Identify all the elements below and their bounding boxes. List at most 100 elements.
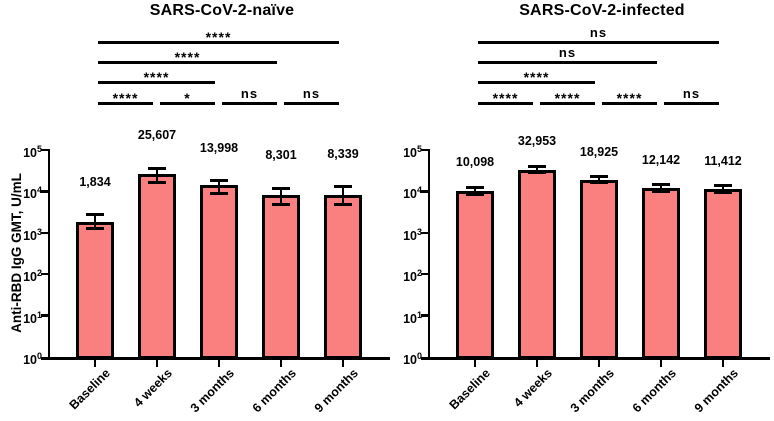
error-bar-whisker [217, 180, 221, 194]
x-axis-tick [659, 359, 663, 367]
y-tick-label: 104 [403, 185, 422, 202]
significance-line [664, 102, 719, 105]
error-bar-cap-bottom [272, 203, 290, 207]
error-bar-cap-bottom [210, 191, 228, 195]
bar-value-label: 12,142 [641, 152, 681, 167]
y-tick-label: 102 [403, 268, 422, 285]
error-bar-whisker [341, 186, 345, 205]
y-tick-label: 102 [23, 268, 42, 285]
error-bar-cap-bottom [590, 181, 608, 185]
significance-line [478, 41, 719, 44]
bar-baseline [76, 221, 114, 360]
bar-baseline [456, 191, 494, 360]
x-axis-tick [93, 359, 97, 367]
panel-infected: SARS-CoV-2-infected 100 101 102 103 104 105 10… [380, 0, 774, 421]
error-bar-whisker [597, 176, 601, 183]
significance-label: **** [143, 69, 170, 85]
error-bar-whisker [155, 168, 159, 183]
significance-line [540, 102, 595, 105]
significance-label: **** [112, 90, 139, 106]
panel-title-naive: SARS-CoV-2-naïve [149, 2, 295, 19]
y-axis-tick [40, 148, 48, 152]
x-tick-label: Baseline [446, 366, 493, 413]
significance-label: ns [240, 86, 259, 101]
x-axis-tick [341, 359, 345, 367]
error-bar-cap-top [714, 184, 732, 188]
significance-line [98, 102, 153, 105]
significance-label: **** [174, 49, 201, 65]
error-bar-cap-top [652, 183, 670, 187]
error-bar-whisker [93, 214, 97, 229]
y-axis-tick [420, 148, 428, 152]
bar-value-label: 32,953 [517, 134, 557, 149]
significance-line [478, 102, 533, 105]
y-tick-label: 103 [403, 226, 422, 243]
error-bar-cap-top [86, 213, 104, 217]
x-tick-label: Baseline [66, 366, 113, 413]
error-bar-cap-top [590, 175, 608, 179]
error-bar-whisker [473, 187, 477, 195]
bar-9-months [704, 189, 742, 360]
y-axis-tick [40, 190, 48, 193]
bar-value-label: 18,925 [579, 144, 619, 159]
bar-value-label: 1,834 [79, 174, 111, 189]
bar-value-label: 11,412 [704, 153, 742, 168]
significance-label: **** [523, 69, 550, 85]
y-axis-tick [40, 231, 48, 235]
bar-3-months [580, 179, 618, 360]
y-axis-tick [40, 314, 48, 317]
panel-naive: SARS-CoV-2-naïve 100 101 102 103 104 105 1,834… [23, 2, 390, 415]
plot-area-infected: 100 101 102 103 104 105 10,098 Baseline 32,953 4 … [380, 0, 774, 421]
y-tick-label: 101 [23, 309, 42, 326]
x-axis-tick [279, 359, 283, 367]
significance-label: * [184, 90, 191, 106]
error-bar-cap-bottom [148, 181, 166, 185]
significance-line [284, 102, 339, 105]
error-bar-cap-bottom [466, 193, 484, 197]
error-bar-whisker [535, 166, 539, 173]
y-tick-label: 103 [23, 226, 42, 243]
significance-label: **** [616, 90, 643, 106]
significance-label: ns [682, 86, 701, 101]
significance-line [98, 61, 277, 64]
significance-line [602, 102, 657, 105]
bar-6-months [262, 194, 300, 360]
panel-title-infected: SARS-CoV-2-infected [519, 2, 685, 19]
x-axis-tick [535, 359, 539, 367]
error-bar-cap-top [528, 164, 546, 168]
bar-value-label: 25,607 [137, 128, 177, 143]
significance-label: ns [558, 45, 577, 60]
y-tick-label: 105 [403, 144, 422, 161]
bar-9-months [324, 194, 362, 360]
y-axis-tick [420, 357, 428, 360]
x-axis-tick [473, 359, 477, 367]
error-bar-cap-bottom [334, 203, 352, 207]
y-axis-tick [420, 190, 428, 193]
y-tick-label: 104 [23, 185, 42, 202]
significance-label: ns [302, 86, 321, 101]
error-bar-cap-bottom [86, 227, 104, 231]
y-tick-label: 101 [403, 309, 422, 326]
error-bar-cap-top [334, 185, 352, 189]
error-bar-cap-top [272, 186, 290, 190]
bar-6-months [642, 187, 680, 360]
x-axis-tick [155, 359, 159, 367]
error-bar-whisker [721, 185, 725, 193]
bar-value-label: 10,098 [455, 155, 495, 170]
significance-line [98, 81, 215, 84]
error-bar-whisker [659, 184, 663, 192]
significance-label: **** [492, 90, 519, 106]
y-axis-tick [40, 357, 48, 360]
y-axis-line [47, 149, 50, 360]
significance-line [160, 102, 215, 105]
error-bar-cap-bottom [528, 171, 546, 175]
significance-line [478, 61, 657, 64]
error-bar-cap-top [210, 179, 228, 183]
y-tick-label: 105 [23, 144, 42, 161]
significance-line [98, 41, 339, 44]
x-axis-tick [597, 359, 601, 367]
y-tick-label: 100 [403, 351, 422, 368]
y-axis-tick [420, 272, 428, 276]
bar-value-label: 8,339 [327, 146, 359, 161]
